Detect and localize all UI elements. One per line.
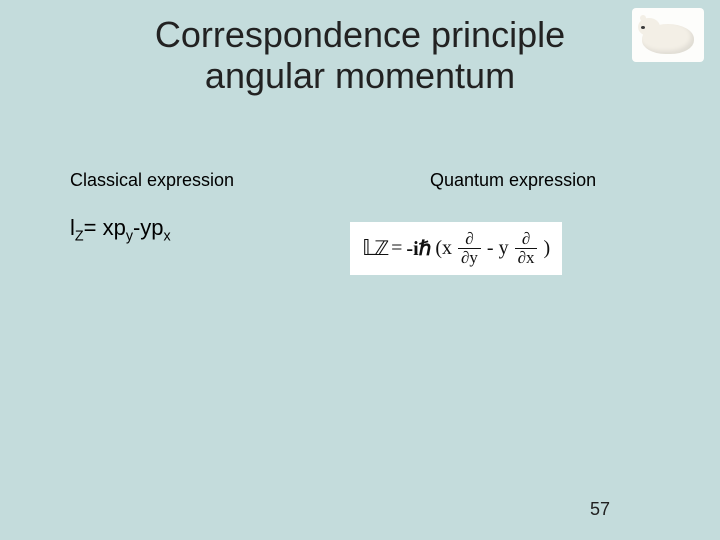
- classical-heading: Classical expression: [70, 170, 370, 191]
- operator-L: 𝕃: [362, 235, 374, 260]
- minus-i-hbar: -iℏ: [406, 236, 431, 261]
- frac2-den: ∂x: [515, 248, 538, 267]
- close-paren: ): [543, 237, 550, 260]
- column-classical: Classical expression lZ= xpy-ypx: [70, 170, 370, 244]
- title-line2: angular momentum: [205, 55, 515, 96]
- bear-ear: [640, 15, 646, 21]
- classical-equation: lZ= xpy-ypx: [70, 215, 370, 244]
- bear-nose: [641, 26, 645, 29]
- frac1-num: ∂: [462, 230, 476, 248]
- frac1-den: ∂y: [458, 248, 481, 267]
- operator-Z: ℤ: [374, 238, 387, 260]
- slide-title: Correspondence principle angular momentu…: [0, 0, 720, 97]
- title-line1: Correspondence principle: [155, 14, 565, 55]
- quantum-equation-box: 𝕃ℤ = -iℏ (x ∂ ∂y - y ∂ ∂x ): [350, 222, 562, 275]
- slide: Correspondence principle angular momentu…: [0, 0, 720, 540]
- corner-image: [632, 8, 704, 62]
- partial-dx: ∂ ∂x: [515, 230, 538, 267]
- page-number: 57: [590, 499, 610, 520]
- minus-y: - y: [487, 237, 509, 260]
- quantum-heading: Quantum expression: [430, 170, 690, 191]
- frac2-num: ∂: [519, 230, 533, 248]
- operator-Lz: 𝕃ℤ: [362, 235, 387, 261]
- quantum-equation: 𝕃ℤ = -iℏ (x ∂ ∂y - y ∂ ∂x ): [362, 230, 550, 267]
- open-paren-x: (x: [435, 237, 452, 260]
- eq-sign: =: [391, 237, 402, 260]
- partial-dy: ∂ ∂y: [458, 230, 481, 267]
- column-quantum: Quantum expression: [430, 170, 690, 215]
